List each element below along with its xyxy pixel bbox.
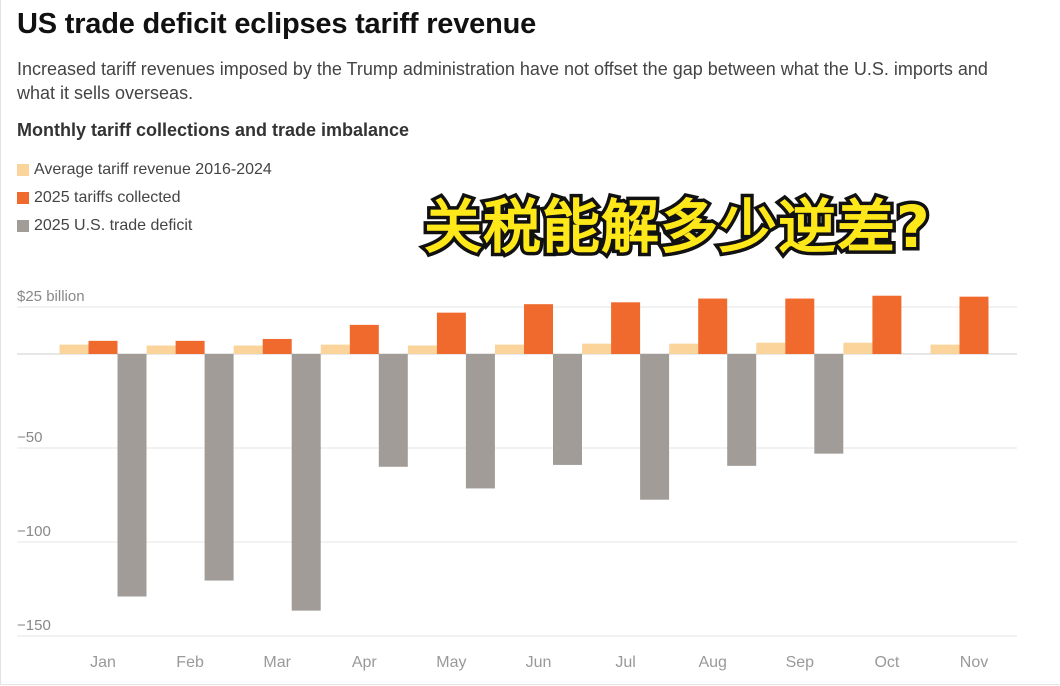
- chart-title: US trade deficit eclipses tariff revenue: [17, 8, 537, 40]
- x-tick-label: Sep: [786, 654, 815, 671]
- legend-swatch-avg-tariff: [17, 164, 29, 176]
- x-tick-label: Jan: [90, 654, 116, 671]
- x-tick-label: Mar: [263, 654, 291, 671]
- bar-deficit-2025-feb: [204, 354, 234, 581]
- legend-swatch-deficit-2025: [17, 220, 29, 232]
- x-tick-label: Apr: [352, 654, 378, 671]
- bar-tariffs-2025-mar: [262, 338, 292, 354]
- bar-avg-tariff-sep: [756, 342, 786, 354]
- bar-avg-tariff-aug: [669, 343, 699, 354]
- overlay-caption: 关税能解多少逆差?: [421, 190, 934, 265]
- x-tick-label: Aug: [698, 654, 726, 671]
- bar-avg-tariff-feb: [146, 345, 176, 354]
- bar-tariffs-2025-oct: [872, 295, 902, 354]
- legend-label-tariffs-2025: 2025 tariffs collected: [34, 189, 181, 206]
- bar-tariffs-2025-sep: [785, 298, 815, 354]
- legend: Average tariff revenue 2016-2024 2025 ta…: [17, 156, 272, 240]
- bar-tariffs-2025-may: [436, 312, 466, 354]
- chart-heading: Monthly tariff collections and trade imb…: [17, 120, 410, 140]
- y-tick-label: −150: [17, 617, 51, 634]
- x-tick-label: Nov: [960, 654, 988, 671]
- legend-label-avg-tariff: Average tariff revenue 2016-2024: [34, 161, 272, 178]
- bar-avg-tariff-may: [407, 345, 437, 354]
- bar-deficit-2025-aug: [727, 354, 757, 466]
- bar-avg-tariff-apr: [320, 344, 350, 354]
- bar-tariffs-2025-feb: [175, 340, 205, 354]
- legend-item-avg-tariff: Average tariff revenue 2016-2024: [17, 156, 272, 184]
- y-tick-label: −100: [17, 523, 51, 540]
- bar-deficit-2025-jun: [553, 354, 582, 465]
- legend-swatch-tariffs-2025: [17, 192, 29, 204]
- bar-deficit-2025-mar: [291, 354, 321, 611]
- bar-deficit-2025-apr: [378, 354, 408, 467]
- legend-label-deficit-2025: 2025 U.S. trade deficit: [34, 217, 193, 234]
- bar-deficit-2025-jan: [117, 354, 147, 597]
- bar-avg-tariff-jul: [582, 343, 612, 354]
- bar-tariffs-2025-jan: [88, 340, 118, 354]
- chart-subtitle: Increased tariff revenues imposed by the…: [17, 59, 988, 103]
- legend-item-deficit-2025: 2025 U.S. trade deficit: [17, 212, 272, 240]
- bar-tariffs-2025-nov: [959, 296, 989, 354]
- bar-deficit-2025-may: [465, 354, 495, 489]
- bar-deficit-2025-sep: [814, 354, 844, 454]
- x-tick-label: Oct: [874, 654, 899, 671]
- bar-tariffs-2025-apr: [349, 324, 379, 354]
- x-tick-label: Feb: [176, 654, 204, 671]
- x-tick-label: Jul: [615, 654, 635, 671]
- bar-tariffs-2025-jul: [611, 302, 641, 354]
- bar-tariffs-2025-aug: [698, 298, 728, 354]
- bar-avg-tariff-mar: [233, 345, 263, 354]
- bar-avg-tariff-nov: [930, 344, 960, 354]
- bar-tariffs-2025-jun: [524, 304, 553, 354]
- legend-item-tariffs-2025: 2025 tariffs collected: [17, 184, 272, 212]
- y-tick-label: $25 billion: [17, 288, 85, 305]
- bar-avg-tariff-jun: [495, 344, 524, 354]
- bar-avg-tariff-oct: [843, 342, 873, 354]
- bar-avg-tariff-jan: [59, 344, 89, 354]
- y-tick-label: −50: [17, 429, 42, 446]
- x-tick-label: Jun: [526, 654, 552, 671]
- bar-deficit-2025-jul: [640, 354, 670, 500]
- x-tick-label: May: [436, 654, 466, 671]
